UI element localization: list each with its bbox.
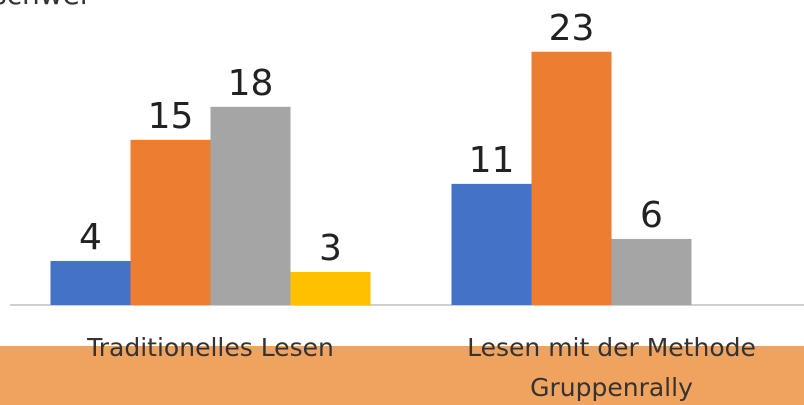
data-label: 3: [319, 228, 342, 269]
data-label: 15: [148, 96, 194, 137]
bar: [50, 260, 131, 305]
legend-fragment: schwer: [0, 0, 92, 11]
data-label: 23: [549, 8, 595, 49]
bar: [130, 139, 211, 305]
footer-band: [0, 346, 804, 405]
data-label: 11: [469, 140, 515, 181]
bar: [290, 271, 371, 305]
bar: [210, 106, 291, 305]
data-label: 18: [228, 63, 274, 104]
data-label: 6: [640, 195, 663, 236]
bar: [451, 183, 532, 305]
bar: [611, 238, 692, 305]
data-label: 4: [79, 217, 102, 258]
bar: [531, 51, 612, 306]
x-tick-label: Traditionelles Lesen: [87, 333, 334, 362]
x-tick-label: Lesen mit der Methode Gruppenrally: [467, 333, 756, 402]
